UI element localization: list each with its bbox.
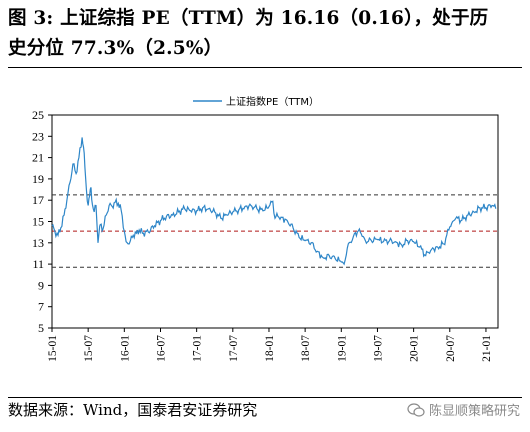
x-tick-label-3: 16-07	[155, 335, 167, 362]
wechat-icon	[407, 402, 425, 417]
x-axis: 15-01 15-07 16-01 16-07 17-01 17-07 18-01 18-07…	[47, 328, 493, 362]
x-tick-label-2: 16-01	[119, 335, 131, 362]
x-tick-label-9: 19-07	[372, 335, 384, 362]
y-tick-label-10: 25	[32, 108, 44, 122]
title-divider	[8, 67, 522, 68]
watermark-label: 陈显顺策略研究	[428, 404, 520, 419]
pe-chart: 5 7 9 11 13 15 17 19 21 23 25 15-01 15-07 16-01 16-07…	[32, 95, 499, 362]
series-line-pe-ttm	[51, 137, 497, 266]
y-tick-label-9: 23	[32, 129, 44, 143]
y-tick-label-3: 11	[32, 257, 44, 271]
legend-label: 上证指数PE（TTM）	[226, 95, 319, 108]
x-tick-label-12: 21-01	[481, 335, 493, 362]
x-tick-label-1: 15-07	[83, 335, 95, 362]
x-tick-label-4: 17-01	[192, 335, 204, 362]
y-tick-label-8: 21	[32, 151, 44, 165]
y-tick-label-0: 5	[38, 321, 44, 335]
x-tick-label-7: 18-07	[300, 335, 312, 362]
source-divider	[8, 397, 522, 398]
y-tick-label-4: 13	[32, 236, 44, 250]
x-tick-label-5: 17-07	[228, 335, 240, 362]
y-tick-label-6: 17	[32, 193, 44, 207]
x-tick-label-6: 18-01	[264, 335, 276, 362]
x-tick-label-0: 15-01	[47, 335, 59, 362]
figure-title-line1: 图 3: 上证综指 PE（TTM）为 16.16（0.16），处于历	[8, 8, 489, 29]
y-tick-label-5: 15	[32, 215, 44, 229]
source-note: 数据来源：Wind，国泰君安证券研究	[8, 401, 258, 419]
x-tick-label-8: 19-01	[336, 335, 348, 362]
legend: 上证指数PE（TTM）	[193, 95, 319, 108]
y-axis: 5 7 9 11 13 15 17 19 21 23 25	[32, 108, 52, 335]
plot-area-frame	[51, 114, 499, 329]
reference-lines	[52, 194, 498, 268]
figure-title: 图 3: 上证综指 PE（TTM）为 16.16（0.16），处于历 史分位 7…	[8, 4, 522, 64]
watermark: 陈显顺策略研究	[407, 400, 520, 419]
x-tick-label-11: 20-07	[445, 335, 457, 362]
y-tick-label-7: 19	[32, 172, 44, 186]
x-tick-label-10: 20-01	[409, 335, 421, 362]
figure-title-line2: 史分位 77.3%（2.5%）	[8, 38, 223, 59]
y-tick-label-2: 9	[38, 278, 44, 292]
y-tick-label-1: 7	[38, 300, 44, 314]
